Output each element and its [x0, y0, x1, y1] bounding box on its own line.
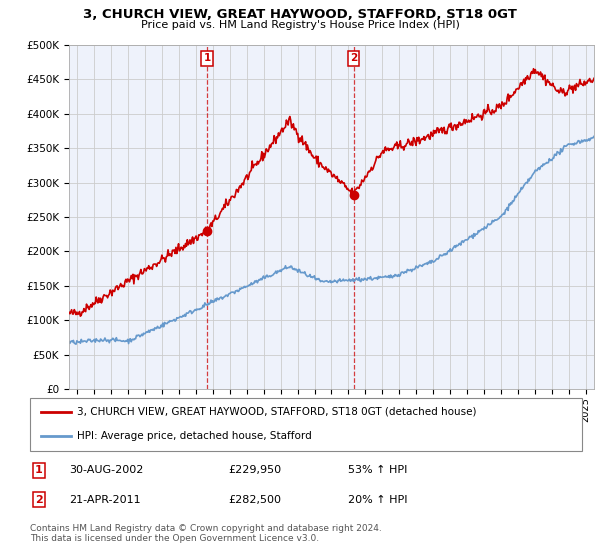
Text: £282,500: £282,500 — [228, 494, 281, 505]
Text: Contains HM Land Registry data © Crown copyright and database right 2024.
This d: Contains HM Land Registry data © Crown c… — [30, 524, 382, 543]
Text: 20% ↑ HPI: 20% ↑ HPI — [348, 494, 407, 505]
Text: 53% ↑ HPI: 53% ↑ HPI — [348, 465, 407, 475]
Text: 3, CHURCH VIEW, GREAT HAYWOOD, STAFFORD, ST18 0GT (detached house): 3, CHURCH VIEW, GREAT HAYWOOD, STAFFORD,… — [77, 407, 476, 417]
Text: 2: 2 — [350, 53, 357, 63]
Text: 30-AUG-2002: 30-AUG-2002 — [69, 465, 143, 475]
Text: 2: 2 — [35, 494, 43, 505]
Text: 3, CHURCH VIEW, GREAT HAYWOOD, STAFFORD, ST18 0GT: 3, CHURCH VIEW, GREAT HAYWOOD, STAFFORD,… — [83, 8, 517, 21]
Text: 21-APR-2011: 21-APR-2011 — [69, 494, 140, 505]
FancyBboxPatch shape — [30, 398, 582, 451]
Text: 1: 1 — [35, 465, 43, 475]
Text: HPI: Average price, detached house, Stafford: HPI: Average price, detached house, Staf… — [77, 431, 311, 441]
Text: 1: 1 — [203, 53, 211, 63]
Text: Price paid vs. HM Land Registry's House Price Index (HPI): Price paid vs. HM Land Registry's House … — [140, 20, 460, 30]
Text: £229,950: £229,950 — [228, 465, 281, 475]
